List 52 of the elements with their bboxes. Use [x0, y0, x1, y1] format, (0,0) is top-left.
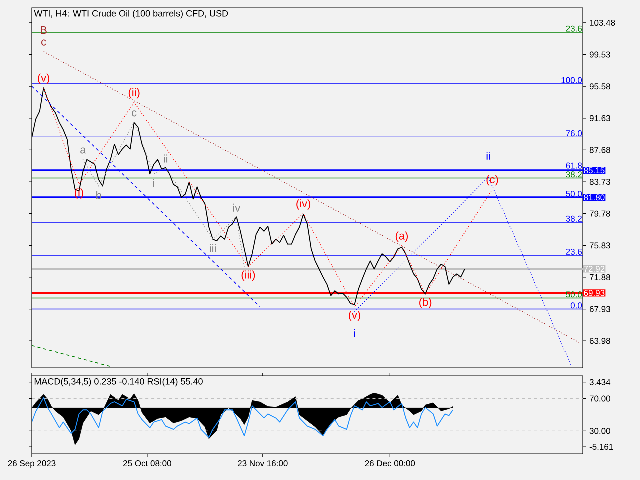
ref-line-label: 72.92	[584, 266, 605, 272]
y-tick-label: -5.161	[590, 444, 614, 450]
annotation: 38.2	[566, 172, 582, 178]
annotation: (i)	[75, 188, 84, 199]
chart-title: WTI, H4: WTI Crude Oil (100 barrels) CFD, USD	[34, 10, 228, 19]
y2-tick-label: 30.00	[590, 428, 610, 434]
annotation: (iv)	[296, 200, 311, 210]
y2-tick-label: 70.00	[590, 396, 610, 402]
annotation: iv	[233, 204, 241, 212]
annotation: 23.6	[566, 248, 582, 255]
line-series	[82, 122, 245, 268]
annotation: 76.0	[566, 130, 582, 137]
chart-title: MACD(5,34,5) 0.235 -0.140 RSI(14) 55.40	[34, 378, 203, 387]
y-tick-label: 75.83	[590, 242, 610, 249]
y-tick-label: 71.88	[590, 274, 610, 280]
y-tick-label: 63.98	[590, 338, 610, 344]
line-series	[32, 398, 454, 438]
x-tick-label: 26 Sep 2023	[8, 460, 56, 468]
annotation: (ii)	[128, 88, 140, 99]
y-tick-label: 67.93	[590, 306, 610, 312]
y-tick-label: 99.53	[590, 52, 610, 58]
annotation: 23.6	[566, 26, 582, 32]
x-tick-label: 23 Nov 16:00	[238, 460, 288, 467]
ref-line-label: 81.80	[584, 194, 605, 201]
y-tick-label: 79.78	[590, 210, 610, 217]
annotation: (iii)	[242, 270, 256, 281]
annotation: (b)	[420, 298, 432, 308]
y-tick-label: 103.48	[590, 20, 616, 26]
ref-line-label: 85.15	[584, 168, 605, 174]
annotation: 38.2	[566, 216, 582, 222]
annotation: 61.8	[566, 162, 582, 169]
annotation: i	[354, 329, 356, 338]
annotation: 0.0	[570, 302, 582, 309]
y-tick-label: 87.68	[590, 147, 610, 154]
annotation: (v)	[38, 74, 50, 84]
annotation: (a)	[396, 232, 408, 242]
y-tick-label: 83.73	[590, 179, 610, 186]
annotation: c	[42, 40, 46, 46]
x-tick-label: 26 Dec 00:00	[365, 460, 416, 467]
y-tick-label: 95.58	[590, 84, 610, 90]
annotation: 50.0	[566, 190, 582, 197]
x-tick-label: 25 Oct 08:00	[124, 460, 172, 467]
y-tick-label: 3.434	[590, 379, 611, 386]
annotation: iii	[210, 244, 216, 252]
y-tick-label: 91.63	[590, 115, 610, 122]
annotation: ii	[486, 152, 490, 160]
annotation: ii	[164, 154, 168, 163]
annotation: c	[132, 110, 137, 117]
ref-line-label: 69.93	[584, 290, 605, 296]
annotation: a	[80, 148, 86, 154]
annotation: (v)	[349, 310, 360, 322]
annotation: 100.0	[562, 77, 582, 84]
